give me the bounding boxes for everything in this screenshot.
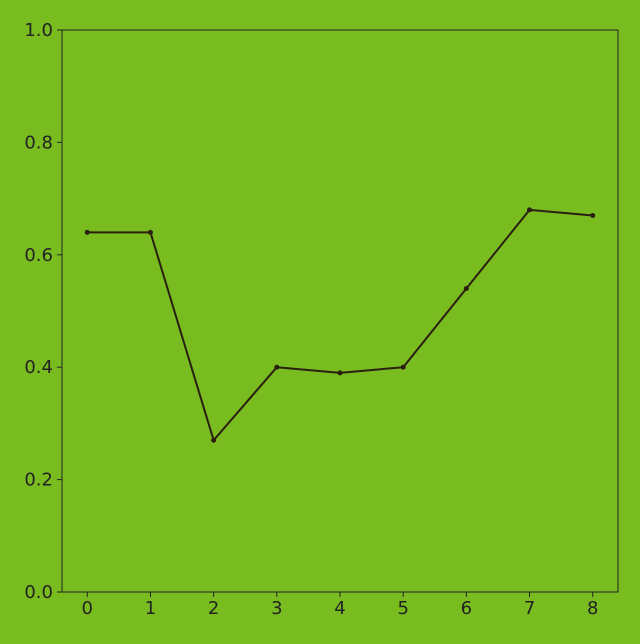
data-point	[463, 286, 469, 292]
y-tick-label: 1.0	[24, 20, 53, 41]
series-layer	[84, 207, 596, 443]
x-tick-label: 8	[587, 598, 598, 619]
series-line	[87, 208, 593, 442]
data-point	[400, 364, 406, 370]
x-tick-label: 7	[524, 598, 535, 619]
y-tick-label: 0.0	[24, 582, 53, 603]
x-tick-label: 5	[397, 598, 408, 619]
data-point	[211, 437, 217, 443]
data-point	[84, 229, 90, 235]
y-tick-label: 0.6	[24, 245, 53, 266]
data-point	[274, 364, 280, 370]
x-tick-label: 3	[271, 598, 282, 619]
x-tick-label: 2	[208, 598, 219, 619]
data-point	[590, 212, 596, 218]
x-tick-label: 1	[145, 598, 156, 619]
plot-area	[61, 29, 619, 593]
y-tick-label: 0.4	[24, 357, 53, 378]
y-axis: 0.0 0.2 0.4 0.6 0.8 1.0	[24, 20, 62, 603]
x-tick-label: 6	[461, 598, 472, 619]
x-axis: 0 1 2 3 4 5 6 7 8	[82, 592, 598, 619]
y-tick-label: 0.8	[24, 132, 53, 153]
data-point	[527, 207, 533, 213]
data-point	[337, 370, 343, 376]
x-tick-label: 4	[334, 598, 345, 619]
y-tick-label: 0.2	[24, 470, 53, 491]
x-tick-label: 0	[82, 598, 93, 619]
data-point	[147, 229, 153, 235]
